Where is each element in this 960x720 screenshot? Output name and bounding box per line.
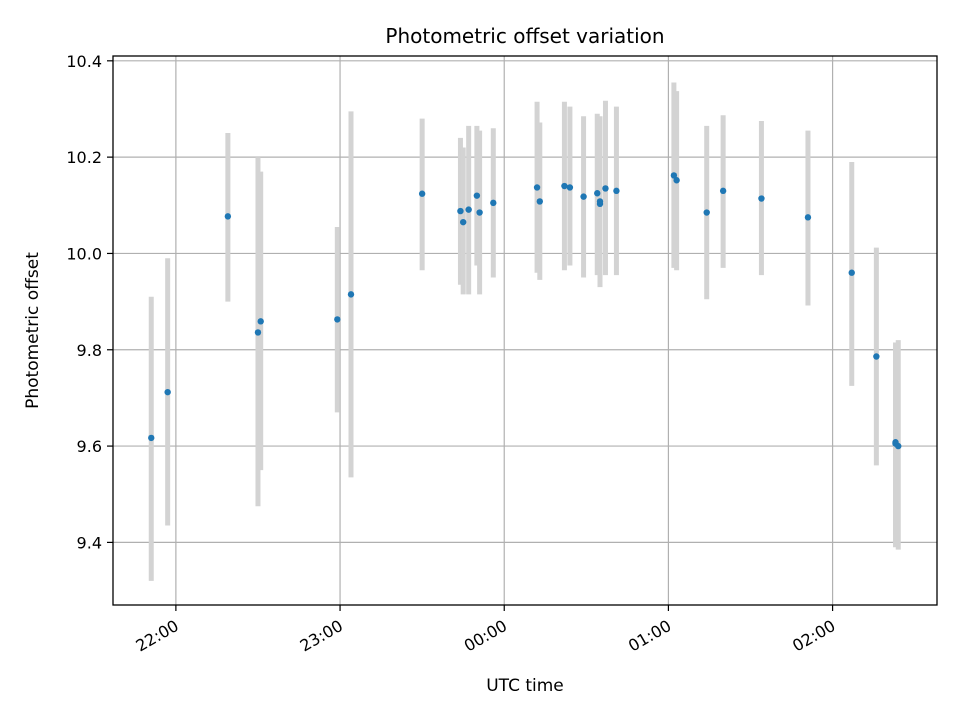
data-point	[673, 177, 680, 184]
data-point	[490, 199, 497, 207]
data-point	[594, 190, 601, 197]
data-point	[703, 209, 710, 216]
data-point	[257, 318, 264, 325]
y-tick-label: 10.2	[66, 148, 102, 167]
data-point	[561, 182, 568, 190]
gridlines	[113, 56, 937, 605]
data-point	[418, 190, 426, 197]
y-axis-ticks: 9.4 9.6 9.8 10.0 10.2 10.4	[66, 52, 113, 552]
data-point	[347, 291, 355, 298]
data-point	[476, 209, 483, 216]
data-point	[457, 207, 464, 215]
data-point	[848, 269, 855, 276]
x-axis-label: UTC time	[486, 676, 564, 696]
data-point	[613, 187, 620, 195]
y-tick-label: 9.6	[77, 437, 102, 456]
y-tick-label: 9.8	[77, 341, 102, 360]
data-point	[758, 195, 765, 202]
datapoint-layer	[148, 172, 902, 450]
data-point	[580, 193, 587, 200]
data-point	[596, 198, 604, 205]
y-tick-label: 10.0	[66, 244, 102, 263]
data-point	[602, 185, 609, 192]
data-point	[334, 316, 341, 323]
data-point	[473, 192, 481, 199]
data-point	[465, 206, 472, 213]
data-point	[254, 329, 262, 336]
data-point	[533, 184, 541, 191]
axes-frame	[112, 55, 938, 606]
data-point	[804, 214, 812, 221]
y-tick-label: 10.4	[66, 52, 102, 71]
data-point	[536, 198, 544, 205]
data-point	[224, 213, 232, 220]
data-point	[164, 388, 171, 396]
data-point	[566, 184, 574, 191]
data-point	[895, 442, 902, 450]
data-point	[670, 172, 678, 179]
y-tick-label: 9.4	[77, 533, 102, 552]
chart-title: Photometric offset variation	[385, 24, 664, 48]
data-point	[873, 353, 880, 360]
data-point	[148, 434, 155, 442]
y-axis-label: Photometric offset	[23, 252, 43, 409]
data-point	[459, 218, 467, 226]
data-point	[719, 187, 727, 195]
